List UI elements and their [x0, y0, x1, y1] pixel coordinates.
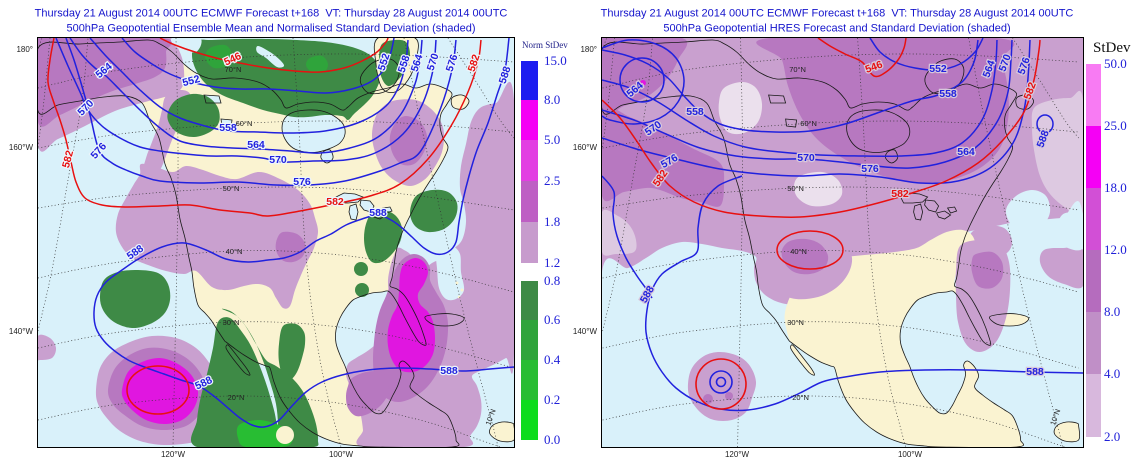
- svg-text:120°W: 120°W: [161, 450, 186, 459]
- svg-text:1.8: 1.8: [544, 214, 560, 229]
- svg-text:50°N: 50°N: [223, 184, 240, 193]
- svg-text:160°W: 160°W: [9, 143, 34, 152]
- svg-text:588: 588: [440, 365, 458, 377]
- svg-text:180°: 180°: [580, 45, 597, 54]
- svg-text:60°N: 60°N: [236, 119, 253, 128]
- svg-text:100°W: 100°W: [898, 450, 923, 459]
- svg-text:25.0: 25.0: [1104, 118, 1127, 133]
- svg-text:0.2: 0.2: [544, 392, 560, 407]
- svg-text:180°: 180°: [16, 45, 33, 54]
- svg-text:570: 570: [269, 154, 287, 166]
- svg-text:8.0: 8.0: [544, 92, 560, 107]
- svg-text:160°W: 160°W: [573, 143, 598, 152]
- svg-text:552: 552: [181, 73, 201, 89]
- svg-text:18.0: 18.0: [1104, 180, 1127, 195]
- svg-text:588: 588: [1026, 366, 1044, 378]
- svg-text:Thursday 21 August 2014 00UTC: Thursday 21 August 2014 00UTC ECMWF Fore…: [601, 8, 1074, 20]
- svg-text:576: 576: [861, 163, 879, 175]
- svg-text:100°W: 100°W: [329, 450, 354, 459]
- svg-text:4.0: 4.0: [1104, 366, 1120, 381]
- svg-text:582: 582: [891, 188, 909, 200]
- svg-text:2.5: 2.5: [544, 173, 560, 188]
- svg-text:70°N: 70°N: [225, 65, 242, 74]
- svg-text:40°N: 40°N: [226, 247, 243, 256]
- svg-text:5.0: 5.0: [544, 132, 560, 147]
- svg-text:564: 564: [957, 146, 975, 158]
- svg-text:8.0: 8.0: [1104, 304, 1120, 319]
- svg-text:0.0: 0.0: [544, 432, 560, 447]
- svg-text:570: 570: [797, 152, 815, 164]
- svg-text:558: 558: [939, 88, 957, 100]
- svg-text:StDev: StDev: [1093, 40, 1131, 56]
- svg-text:576: 576: [293, 176, 311, 188]
- svg-text:15.0: 15.0: [544, 53, 567, 68]
- svg-text:582: 582: [466, 53, 483, 74]
- svg-text:0.4: 0.4: [544, 352, 561, 367]
- svg-text:30°N: 30°N: [223, 318, 240, 327]
- svg-text:140°W: 140°W: [9, 327, 34, 336]
- svg-text:0.8: 0.8: [544, 273, 560, 288]
- svg-text:588: 588: [369, 207, 387, 219]
- svg-text:2.0: 2.0: [1104, 429, 1120, 444]
- svg-text:0.6: 0.6: [544, 312, 561, 327]
- svg-text:500hPa Geopotential Ensemble M: 500hPa Geopotential Ensemble Mean and No…: [66, 23, 475, 35]
- svg-text:558: 558: [686, 106, 704, 118]
- svg-text:564: 564: [247, 139, 265, 151]
- svg-text:120°W: 120°W: [725, 450, 750, 459]
- svg-text:558: 558: [219, 122, 237, 134]
- svg-text:1.2: 1.2: [544, 255, 560, 270]
- svg-text:582: 582: [326, 196, 344, 208]
- svg-text:Thursday 21 August 2014 00UTC: Thursday 21 August 2014 00UTC ECMWF Fore…: [35, 8, 508, 20]
- svg-text:12.0: 12.0: [1104, 242, 1127, 257]
- svg-text:140°W: 140°W: [573, 327, 598, 336]
- svg-text:500hPa Geopotential HRES Forec: 500hPa Geopotential HRES Forecast and St…: [663, 23, 1010, 35]
- svg-text:20°N: 20°N: [228, 393, 245, 402]
- svg-text:588: 588: [497, 65, 514, 86]
- svg-text:582: 582: [60, 149, 76, 169]
- svg-text:50.0: 50.0: [1104, 56, 1127, 71]
- svg-text:Norm StDev: Norm StDev: [522, 40, 568, 50]
- svg-text:552: 552: [929, 63, 947, 75]
